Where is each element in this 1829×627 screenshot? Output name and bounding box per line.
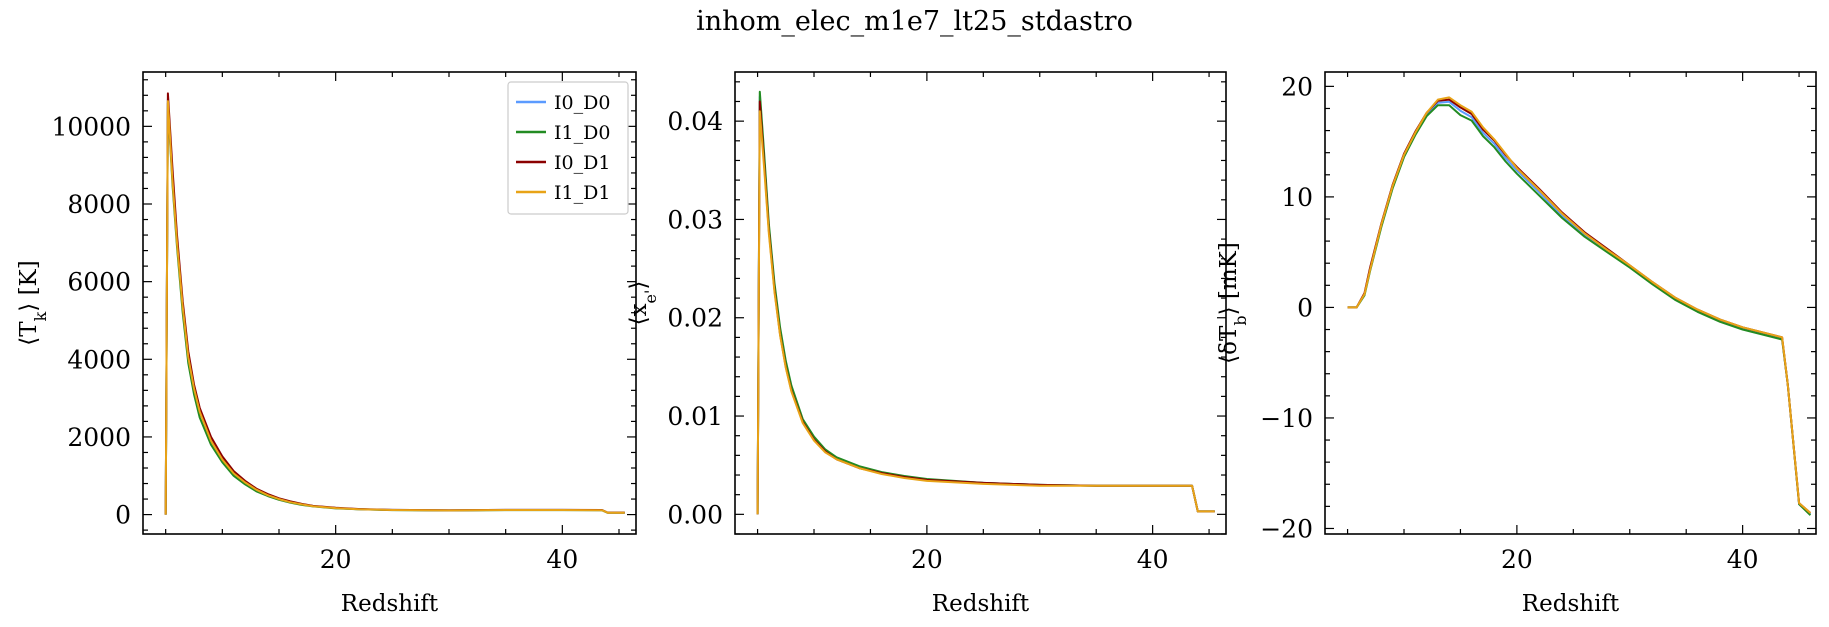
y-tick-label: 0.03 [667, 205, 723, 234]
x-tick-label: 40 [1727, 545, 1759, 574]
legend-box [507, 81, 629, 215]
y-tick-label: 0.04 [667, 107, 723, 136]
series-line-i1-d1 [1347, 96, 1812, 514]
chart-panel-1: 20 40 0 2000 4000 6000 8000 10000 Redshift ⟨Tk⟩ [… [16, 71, 637, 617]
y-tick-label: 4000 [67, 345, 131, 374]
chart-panel-2: 20 40 0.00 0.01 0.02 0.03 0.04 Redshift ⟨xe'⟩ [626, 71, 1227, 617]
x-tick-label: 40 [546, 545, 578, 574]
x-tick-label: 20 [320, 545, 352, 574]
chart-panel-3: 20 40 −20 −10 0 10 20 Redshift ⟨δTb⟩ [mK] [1216, 71, 1817, 617]
series-line-i1-d1 [756, 110, 1215, 515]
y-tick-label: 6000 [67, 268, 131, 297]
y-tick-label: 0 [1297, 293, 1313, 322]
y-tick-label: 0.00 [667, 500, 723, 529]
x-axis-label: Redshift [341, 591, 439, 617]
x-axis-label: Redshift [1522, 591, 1620, 617]
axes-frame [142, 71, 637, 535]
axes-frame [1324, 71, 1817, 535]
y-tick-label: 10 [1281, 183, 1313, 212]
series-line-i1-d0 [1347, 104, 1812, 516]
legend-entry: I1_D1 [554, 182, 610, 204]
series-line-i0-d1 [1347, 98, 1812, 514]
y-tick-label: 0.01 [667, 402, 723, 431]
figure-title: inhom_elec_m1e7_lt25_stdastro [696, 6, 1133, 37]
y-tick-label: 8000 [67, 190, 131, 219]
y-tick-label: 0.02 [667, 304, 723, 333]
x-tick-label: 20 [911, 545, 943, 574]
series-group [1347, 96, 1812, 516]
x-axis-label: Redshift [932, 591, 1030, 617]
y-axis-label: ⟨xe'⟩ [626, 281, 660, 326]
axes-frame [734, 71, 1227, 535]
y-tick-label: 20 [1281, 72, 1313, 101]
series-group [164, 92, 625, 515]
legend-entry: I0_D1 [554, 152, 610, 174]
legend-entry: I1_D0 [554, 122, 610, 144]
y-tick-label: −10 [1260, 404, 1313, 433]
y-axis-label: ⟨δTb⟩ [mK] [1216, 242, 1250, 364]
x-tick-label: 20 [1501, 545, 1533, 574]
series-group [756, 90, 1215, 515]
y-axis-label: ⟨Tk⟩ [K] [16, 260, 50, 345]
y-tick-label: 10000 [51, 112, 131, 141]
series-line-i1-d1 [164, 100, 625, 515]
legend: I0_D0 I1_D0 I0_D1 I1_D1 [507, 81, 629, 215]
y-tick-label: −20 [1260, 514, 1313, 543]
x-tick-label: 40 [1137, 545, 1169, 574]
y-tick-label: 2000 [67, 423, 131, 452]
legend-entry: I0_D0 [554, 92, 610, 114]
y-tick-label: 0 [115, 501, 131, 530]
series-line-i0-d0 [1347, 100, 1812, 515]
